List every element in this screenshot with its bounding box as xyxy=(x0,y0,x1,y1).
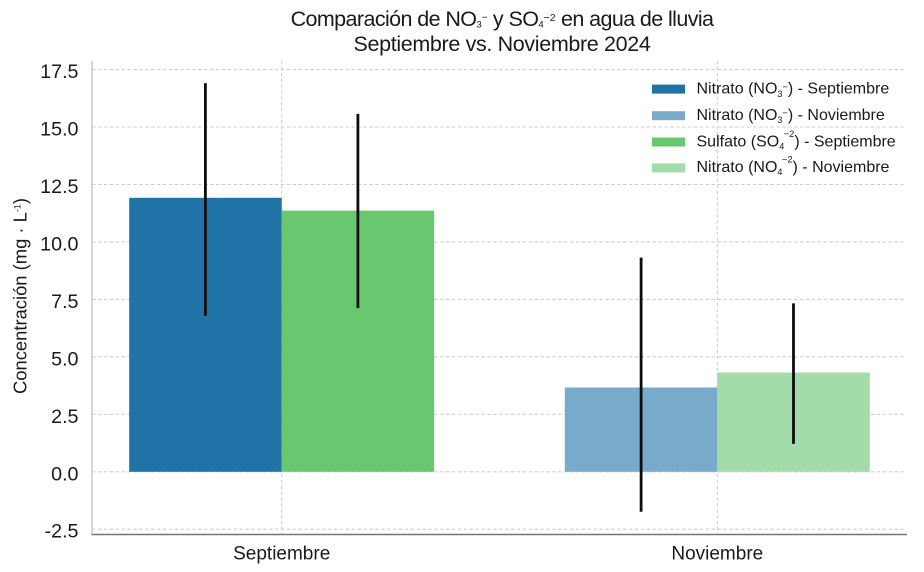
svg-text:Septiembre vs. Noviembre 2024: Septiembre vs. Noviembre 2024 xyxy=(354,32,651,56)
svg-text:Septiembre: Septiembre xyxy=(233,544,330,565)
svg-text:0.0: 0.0 xyxy=(51,463,78,485)
svg-text:Nitrato (NO4−2) - Noviembre: Nitrato (NO4−2) - Noviembre xyxy=(697,155,890,177)
svg-text:Comparación de NO3− y SO4−2 en: Comparación de NO3− y SO4−2 en agua de l… xyxy=(291,7,714,31)
svg-text:17.5: 17.5 xyxy=(40,61,78,83)
svg-text:15.0: 15.0 xyxy=(40,119,78,141)
svg-text:2.5: 2.5 xyxy=(51,406,78,428)
svg-text:Concentración (mg · L-1): Concentración (mg · L-1) xyxy=(10,198,31,394)
svg-text:Nitrato (NO3−) - Septiembre: Nitrato (NO3−) - Septiembre xyxy=(697,81,890,99)
svg-text:Sulfato (SO4−2) - Septiembre: Sulfato (SO4−2) - Septiembre xyxy=(697,129,896,151)
svg-text:5.0: 5.0 xyxy=(51,348,78,370)
svg-text:Noviembre: Noviembre xyxy=(671,544,763,565)
svg-text:12.5: 12.5 xyxy=(40,176,78,198)
svg-text:7.5: 7.5 xyxy=(51,291,78,313)
svg-text:Nitrato (NO3−) - Noviembre: Nitrato (NO3−) - Noviembre xyxy=(697,107,885,125)
svg-text:10.0: 10.0 xyxy=(40,233,78,255)
svg-text:-2.5: -2.5 xyxy=(45,521,79,543)
